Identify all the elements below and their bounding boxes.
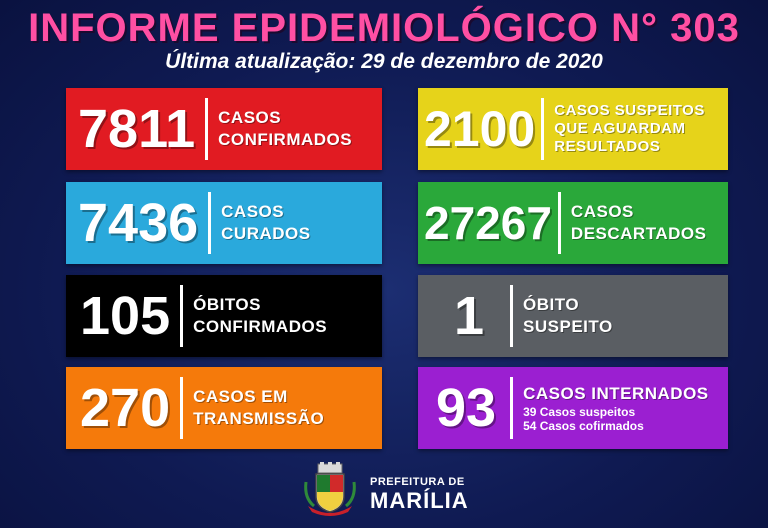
card-divider [557, 192, 561, 254]
page-title: INFORME EPIDEMIOLÓGICO N° 303 [28, 6, 740, 50]
footer: PREFEITURA DE MARÍLIA [300, 462, 480, 518]
card-casos-descartados: 27267 CASOS DESCARTADOS [418, 182, 728, 264]
card-divider [208, 192, 212, 254]
card-divider [180, 377, 184, 439]
card-value: 1 [454, 286, 485, 346]
card-casos-internados: 93 CASOS INTERNADOS 39 Casos suspeitos 5… [418, 367, 728, 449]
card-casos-curados: 7436 CASOS CURADOS [66, 182, 382, 264]
card-label: CASOS EM TRANSMISSÃO [193, 387, 325, 428]
last-update: Última atualização: 29 de dezembro de 20… [165, 50, 603, 73]
card-casos-suspeitos: 2100 CASOS SUSPEITOS QUE AGUARDAM RESULT… [418, 88, 728, 170]
card-divider [510, 285, 514, 347]
card-divider [205, 98, 209, 160]
footer-prefeitura: PREFEITURA DE [370, 476, 465, 488]
internados-suspeitos: 39 Casos suspeitos [523, 405, 636, 419]
card-value: 105 [80, 286, 171, 346]
card-casos-transmissao: 270 CASOS EM TRANSMISSÃO [66, 367, 382, 449]
card-value: 7811 [78, 99, 196, 159]
card-label: CASOS SUSPEITOS QUE AGUARDAM RESULTADOS [554, 102, 705, 155]
card-casos-confirmados: 7811 CASOS CONFIRMADOS [66, 88, 382, 170]
card-divider [180, 285, 184, 347]
card-obito-suspeito: 1 ÓBITO SUSPEITO [418, 275, 728, 357]
card-label: CASOS INTERNADOS [523, 384, 709, 403]
footer-city: MARÍLIA [370, 488, 469, 513]
card-label: ÓBITO SUSPEITO [523, 295, 613, 336]
card-value: 2100 [424, 101, 536, 157]
card-value: 27267 [424, 197, 552, 249]
card-value: 93 [436, 378, 497, 438]
card-value: 270 [80, 378, 171, 438]
card-obitos-confirmados: 105 ÓBITOS CONFIRMADOS [66, 275, 382, 357]
card-label: CASOS DESCARTADOS [570, 202, 707, 243]
card-divider [510, 377, 514, 439]
card-label: CASOS CONFIRMADOS [218, 108, 353, 149]
card-value: 7436 [78, 193, 199, 253]
card-label: ÓBITOS CONFIRMADOS [193, 295, 328, 336]
city-coat-of-arms-icon [304, 462, 356, 516]
card-divider [541, 98, 545, 160]
card-text-block: CASOS INTERNADOS 39 Casos suspeitos 54 C… [523, 383, 709, 433]
card-label: CASOS CURADOS [221, 202, 311, 243]
internados-confirmados: 54 Casos cofirmados [523, 419, 644, 433]
